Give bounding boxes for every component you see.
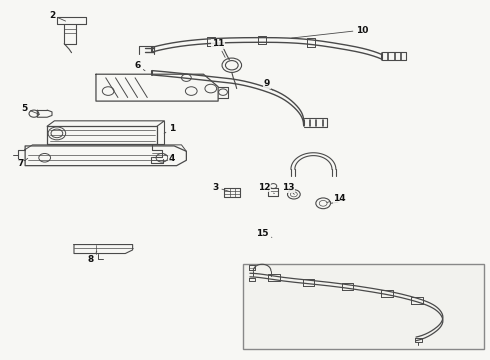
Bar [243, 264, 485, 348]
Text: 5: 5 [21, 104, 40, 114]
Text: 9: 9 [264, 80, 272, 90]
Text: 11: 11 [212, 39, 225, 57]
Text: 7: 7 [17, 158, 28, 168]
Text: 6: 6 [134, 61, 145, 71]
Text: 13: 13 [282, 183, 294, 194]
Text: 2: 2 [49, 10, 66, 21]
Text: 10: 10 [292, 26, 368, 38]
Text: 14: 14 [327, 194, 346, 203]
Text: 12: 12 [258, 183, 274, 194]
Text: 1: 1 [164, 123, 175, 134]
Text: 4: 4 [164, 154, 175, 163]
Text: 15: 15 [256, 229, 272, 238]
Text: 8: 8 [88, 251, 97, 264]
Text: 3: 3 [213, 183, 230, 192]
